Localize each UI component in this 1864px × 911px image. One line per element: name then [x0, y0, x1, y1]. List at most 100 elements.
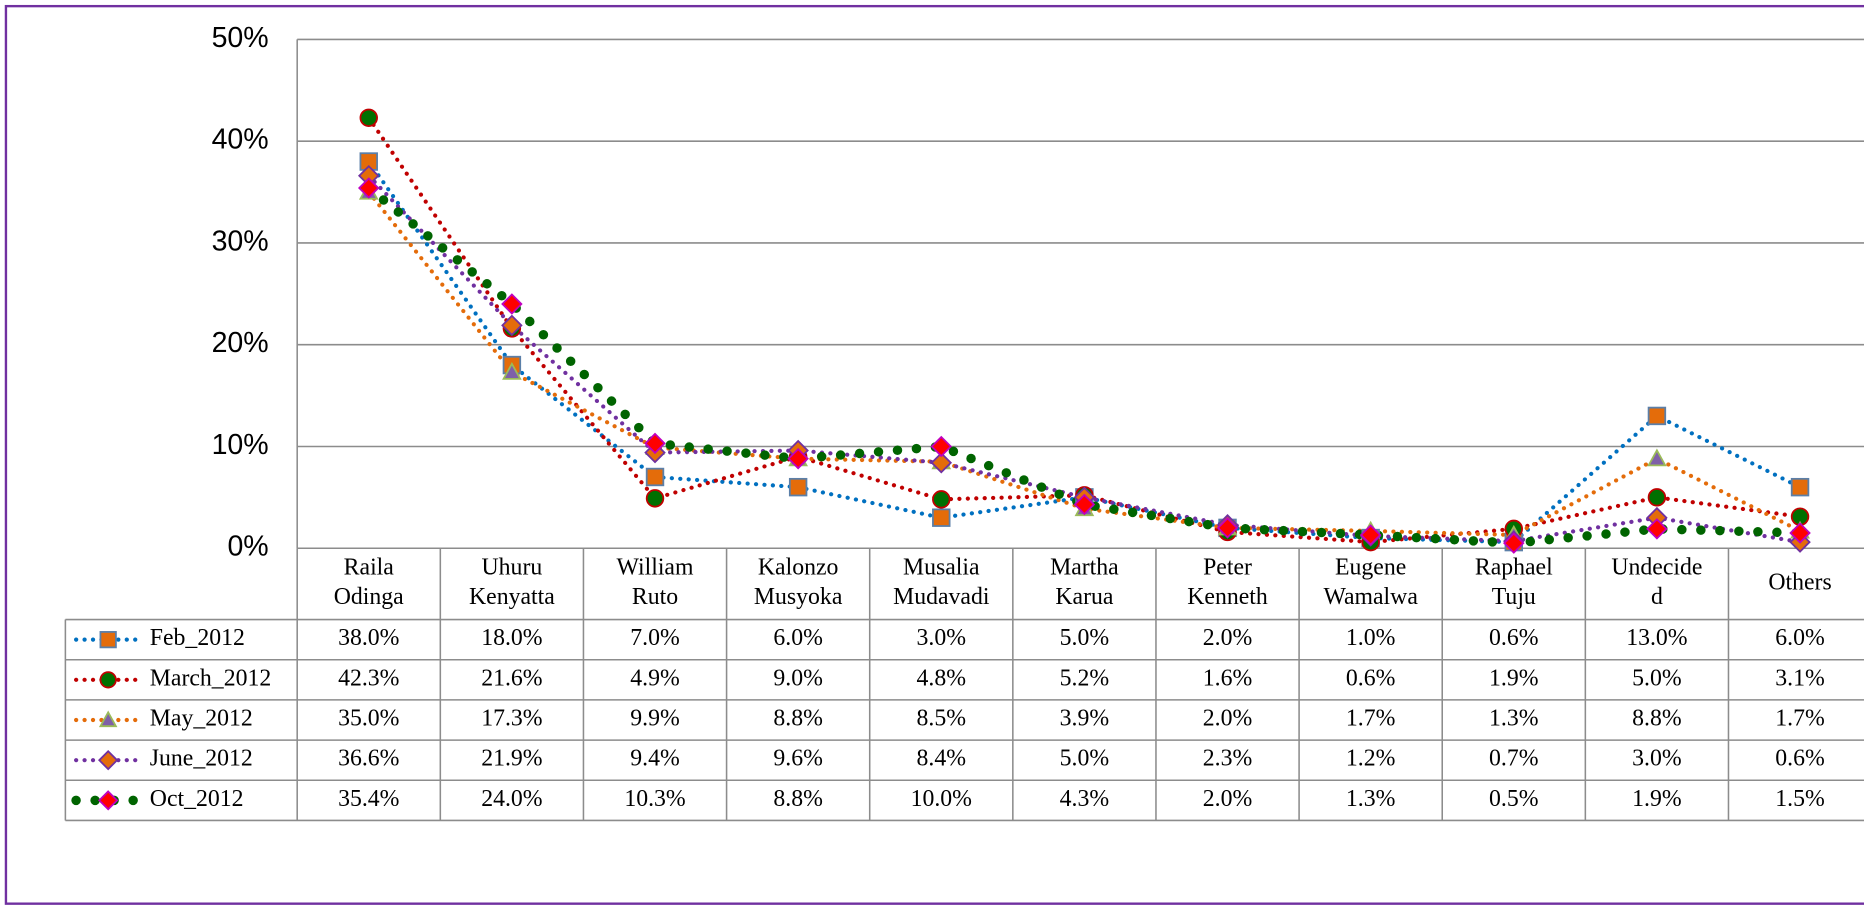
x-tick-label: Uhuru [482, 554, 543, 580]
marker [787, 447, 809, 470]
data-label: 5.0% [1632, 665, 1682, 691]
data-label: 5.2% [1060, 665, 1110, 691]
data-label: 1.6% [1203, 665, 1253, 691]
marker [99, 671, 117, 689]
data-label: 0.6% [1489, 625, 1539, 651]
marker [359, 108, 378, 127]
marker [1789, 522, 1811, 544]
data-label: 0.7% [1489, 746, 1539, 772]
marker [1790, 477, 1810, 497]
x-tick-label: d [1651, 584, 1663, 610]
x-tick-label: Odinga [334, 584, 404, 610]
marker [502, 362, 522, 380]
data-label: 24.0% [481, 786, 542, 812]
data-label: 6.0% [773, 625, 823, 651]
x-tick-label: Tuju [1492, 584, 1536, 610]
data-label: 6.0% [1775, 625, 1825, 651]
marker [1073, 493, 1096, 516]
data-label: 1.2% [1346, 746, 1396, 772]
data-label: 5.0% [1060, 746, 1110, 772]
data-label: 2.0% [1203, 625, 1253, 651]
marker [1359, 524, 1382, 546]
x-tick-label: Kenneth [1187, 584, 1268, 610]
legend-label: June_2012 [150, 746, 253, 772]
x-tick-label: Kenyatta [469, 584, 555, 610]
data-label: 8.4% [917, 746, 967, 772]
data-label: 35.0% [338, 705, 399, 731]
data-label: 21.9% [481, 746, 542, 772]
x-tick-label: Raphael [1475, 554, 1553, 580]
marker [788, 477, 808, 497]
marker [932, 490, 951, 509]
data-label: 8.8% [773, 786, 823, 812]
y-tick-label: 40% [212, 124, 269, 156]
data-label: 10.3% [624, 786, 685, 812]
x-tick-label: Kalonzo [758, 554, 839, 580]
legend-label: May_2012 [150, 705, 253, 731]
x-tick-label: Wamalwa [1323, 584, 1418, 610]
data-label: 8.5% [917, 705, 967, 731]
data-label: 1.3% [1489, 705, 1539, 731]
marker [645, 489, 665, 508]
data-label: 0.6% [1775, 746, 1825, 772]
series-line [366, 159, 1803, 545]
x-tick-label: Raila [344, 554, 395, 580]
marker [99, 631, 117, 649]
data-label: 2.0% [1203, 705, 1253, 731]
y-tick-label: 0% [227, 531, 268, 563]
data-label: 3.0% [1632, 746, 1682, 772]
y-tick-label: 50% [212, 22, 269, 54]
data-label: 1.9% [1489, 665, 1539, 691]
x-tick-label: William [617, 554, 694, 580]
legend-label: Feb_2012 [150, 625, 245, 651]
x-tick-label: Peter [1203, 554, 1252, 580]
data-label: 9.9% [630, 705, 680, 731]
data-label: 0.6% [1346, 665, 1396, 691]
frame [4, 4, 1864, 905]
data-label: 1.9% [1632, 786, 1682, 812]
data-label: 4.8% [917, 665, 967, 691]
x-tick-label: Karua [1055, 584, 1114, 610]
data-label: 21.6% [481, 665, 542, 691]
data-label: 36.6% [338, 746, 399, 772]
marker [1503, 532, 1525, 554]
data-label: 3.1% [1775, 665, 1825, 691]
marker [98, 790, 119, 811]
data-label: 38.0% [338, 625, 399, 651]
x-tick-label: Mudavadi [893, 584, 990, 610]
marker [930, 435, 953, 458]
data-label: 0.5% [1489, 786, 1539, 812]
marker [645, 467, 665, 487]
data-label: 3.9% [1060, 705, 1110, 731]
y-tick-label: 20% [212, 327, 269, 359]
data-label: 18.0% [481, 625, 542, 651]
data-label: 4.9% [630, 665, 680, 691]
data-label: 8.8% [773, 705, 823, 731]
data-label: 42.3% [338, 665, 399, 691]
x-tick-label: Musalia [903, 554, 980, 580]
data-label: 9.4% [630, 746, 680, 772]
data-label: 13.0% [1626, 625, 1687, 651]
data-label: 1.7% [1775, 705, 1825, 731]
data-label: 9.6% [773, 746, 823, 772]
data-label: 17.3% [481, 705, 542, 731]
legend-label: Oct_2012 [150, 786, 244, 812]
data-label: 35.4% [338, 786, 399, 812]
x-tick-label: Martha [1050, 554, 1119, 580]
marker [930, 451, 953, 474]
x-tick-label: Undecide [1611, 554, 1702, 580]
data-label: 1.0% [1346, 625, 1396, 651]
marker [501, 293, 523, 315]
x-tick-label: Musyoka [754, 584, 843, 610]
y-tick-label: 30% [212, 225, 269, 257]
data-label: 8.8% [1632, 705, 1682, 731]
data-label: 2.3% [1203, 746, 1253, 772]
marker [1647, 448, 1667, 467]
marker [501, 314, 523, 337]
y-tick-label: 10% [212, 429, 269, 461]
data-label: 1.5% [1775, 786, 1825, 812]
data-label: 5.0% [1060, 625, 1110, 651]
x-tick-label: Ruto [632, 584, 678, 610]
marker [98, 750, 119, 771]
